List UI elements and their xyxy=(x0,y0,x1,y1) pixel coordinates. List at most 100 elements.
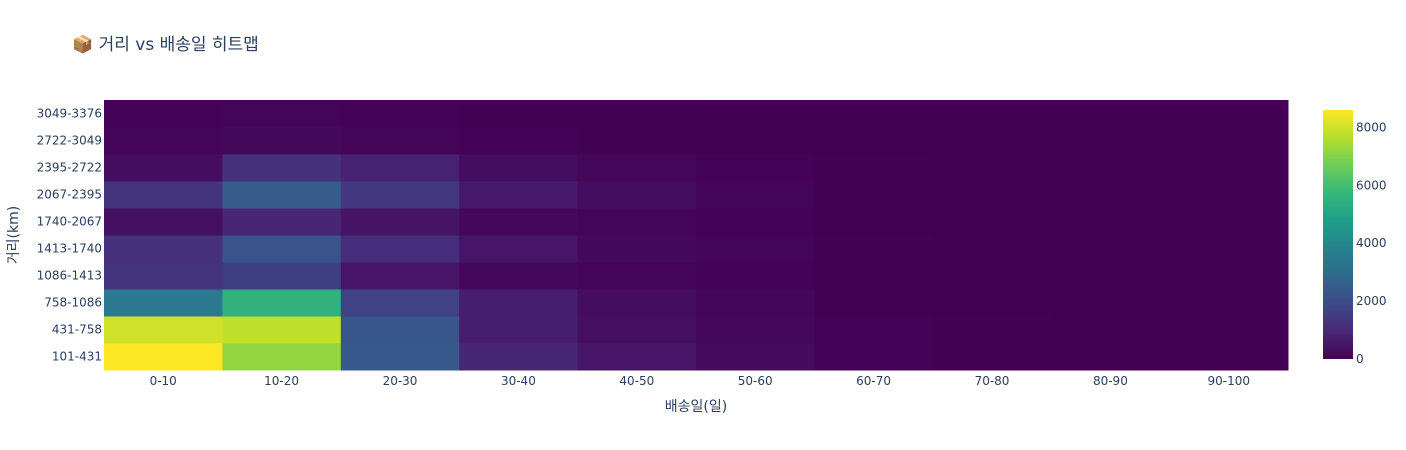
heatmap-cell xyxy=(459,262,579,290)
x-tick-label: 80-90 xyxy=(1093,374,1128,388)
y-tick-label: 2067-2395 xyxy=(37,188,102,202)
heatmap-cell xyxy=(814,343,934,371)
heatmap-cell xyxy=(932,208,1052,236)
heatmap-cell xyxy=(577,316,697,344)
heatmap-cell xyxy=(1051,262,1171,290)
heatmap-cell xyxy=(932,127,1052,155)
heatmap-cell xyxy=(1169,127,1289,155)
x-tick-label: 90-100 xyxy=(1208,374,1251,388)
heatmap-cell xyxy=(696,235,815,263)
y-tick-label: 101-431 xyxy=(52,350,102,364)
heatmap-cell xyxy=(577,235,697,263)
x-tick-label: 70-80 xyxy=(975,374,1010,388)
heatmap-cell xyxy=(577,208,697,236)
heatmap-cell xyxy=(1169,235,1289,263)
heatmap-cell xyxy=(459,316,579,344)
heatmap-cell xyxy=(222,343,342,371)
x-tick-label: 20-30 xyxy=(383,374,418,388)
heatmap-cell xyxy=(1169,262,1289,290)
heatmap-cell xyxy=(814,235,934,263)
heatmap-cell xyxy=(104,343,223,371)
heatmap-cell xyxy=(932,343,1052,371)
heatmap-cell xyxy=(932,181,1052,209)
colorbar-tick-labels: 0 2000 4000 6000 8000 xyxy=(1356,120,1387,366)
heatmap-cell xyxy=(104,316,223,344)
heatmap-cell xyxy=(696,262,815,290)
heatmap-cell xyxy=(932,316,1052,344)
heatmap-cell xyxy=(1051,127,1171,155)
heatmap-cell xyxy=(340,154,460,182)
heatmap-cell xyxy=(104,100,223,128)
heatmap-cell xyxy=(104,235,223,263)
heatmap-cell xyxy=(459,289,579,317)
x-tick-label: 50-60 xyxy=(738,374,773,388)
heatmap-cell xyxy=(104,289,223,317)
heatmap-cell xyxy=(1169,343,1289,371)
heatmap-cell xyxy=(932,289,1052,317)
heatmap-cell xyxy=(340,289,460,317)
heatmap-cell xyxy=(459,208,579,236)
heatmap-cell xyxy=(577,181,697,209)
heatmap-cell xyxy=(340,181,460,209)
colorbar xyxy=(1323,110,1353,359)
heatmap-cell xyxy=(222,127,342,155)
heatmap-cell xyxy=(932,154,1052,182)
heatmap-cell xyxy=(222,262,342,290)
heatmap-cell xyxy=(1051,289,1171,317)
colorbar-tick-label: 0 xyxy=(1356,352,1364,366)
heatmap-cell xyxy=(577,100,697,128)
y-tick-label: 1086-1413 xyxy=(37,269,102,283)
heatmap-cell xyxy=(222,100,342,128)
heatmap-cell xyxy=(696,316,815,344)
y-tick-labels: 101-431 431-758 758-1086 1086-1413 1413-1740… xyxy=(37,107,102,364)
heatmap-cell xyxy=(222,154,342,182)
heatmap-cell xyxy=(696,100,815,128)
heatmap-cell xyxy=(104,262,223,290)
y-axis-title: 거리(km) xyxy=(6,206,22,264)
heatmap-cell xyxy=(459,154,579,182)
heatmap-cell xyxy=(814,100,934,128)
heatmap-cell xyxy=(1051,181,1171,209)
colorbar-tick-label: 4000 xyxy=(1356,236,1387,250)
x-tick-label: 10-20 xyxy=(264,374,299,388)
x-tick-labels: 0-10 10-20 20-30 30-40 40-50 50-60 60-70 70-80 8… xyxy=(150,374,1250,388)
heatmap-cell xyxy=(459,343,579,371)
heatmap-cell xyxy=(814,316,934,344)
heatmap-cell xyxy=(814,154,934,182)
heatmap-cell xyxy=(814,289,934,317)
heatmap-cell xyxy=(222,208,342,236)
y-tick-label: 2722-3049 xyxy=(37,134,102,148)
y-tick-label: 758-1086 xyxy=(44,296,102,310)
heatmap-cell xyxy=(1051,316,1171,344)
heatmap-cell xyxy=(1051,343,1171,371)
heatmap-cell xyxy=(1169,289,1289,317)
heatmap-cell xyxy=(696,343,815,371)
heatmap-cell xyxy=(932,235,1052,263)
heatmap-cell xyxy=(577,127,697,155)
heatmap-cell xyxy=(696,181,815,209)
chart-title: 📦 거리 vs 배송일 히트맵 xyxy=(72,34,259,55)
heatmap-cell xyxy=(104,154,223,182)
heatmap-cell xyxy=(1051,154,1171,182)
colorbar-tick-label: 2000 xyxy=(1356,294,1387,308)
heatmap-cell xyxy=(459,235,579,263)
heatmap-cell xyxy=(340,343,460,371)
heatmap-cell xyxy=(814,127,934,155)
heatmap-cell xyxy=(932,262,1052,290)
heatmap-cell xyxy=(340,235,460,263)
colorbar-tick-label: 6000 xyxy=(1356,178,1387,192)
heatmap-cell xyxy=(814,262,934,290)
heatmap-cell xyxy=(340,316,460,344)
heatmap-cell xyxy=(459,181,579,209)
x-tick-label: 0-10 xyxy=(150,374,177,388)
heatmap-cell xyxy=(104,208,223,236)
heatmap-cell xyxy=(696,289,815,317)
heatmap-cell xyxy=(696,208,815,236)
x-axis-title: 배송일(일) xyxy=(665,399,727,415)
heatmap-cell xyxy=(340,127,460,155)
y-tick-label: 431-758 xyxy=(52,323,102,337)
heatmap-cell xyxy=(1169,100,1289,128)
heatmap-cell xyxy=(222,316,342,344)
heatmap-cell xyxy=(577,262,697,290)
heatmap-cell xyxy=(1051,208,1171,236)
